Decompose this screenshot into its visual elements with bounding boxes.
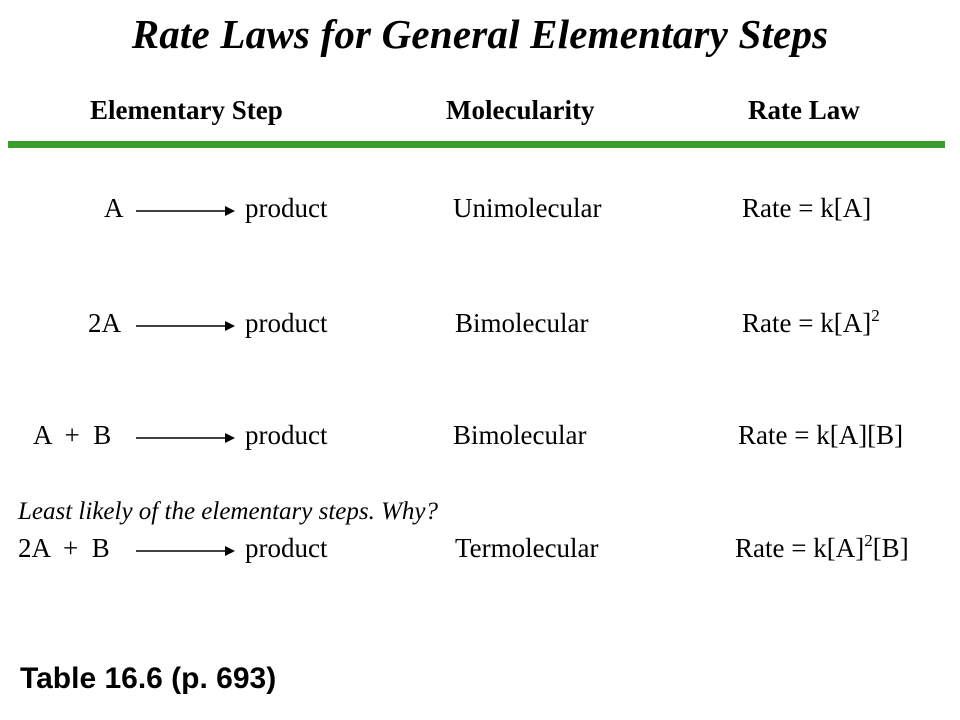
reactants: 2A + B [18, 533, 110, 563]
rate-law: Rate = k[A]2[B] [735, 531, 909, 564]
reactants: A [104, 193, 124, 223]
rate-law-text: Rate = k[A] [742, 193, 872, 223]
page-title: Rate Laws for General Elementary Steps [131, 11, 829, 57]
molecularity: Bimolecular [453, 420, 587, 450]
header-elementary-step: Elementary Step [90, 95, 283, 125]
rate-law: Rate = k[A] [742, 193, 871, 224]
rate-exponent: 2 [864, 531, 873, 550]
reactants: 2A [88, 308, 121, 338]
table-row: 2A product Bimolecular Rate = k[A]2 [0, 306, 960, 348]
reactants: A + B [33, 420, 112, 450]
rate-law-text: Rate = k[A] [742, 308, 872, 338]
reaction-arrow-icon [136, 543, 236, 559]
rate-exponent: 2 [871, 306, 880, 325]
reaction-arrow-icon [136, 318, 236, 334]
header-rate-law: Rate Law [748, 95, 860, 125]
table-caption: Table 16.6 (p. 693) [20, 662, 277, 695]
table-row: 2A + B product Termolecular Rate = k[A]2… [0, 531, 960, 573]
table-row: A product Unimolecular Rate = k[A] [0, 193, 960, 233]
product: product [245, 533, 328, 563]
reaction-arrow-icon [136, 203, 236, 219]
note-text: Least likely of the elementary steps. Wh… [18, 498, 439, 525]
header-divider [8, 141, 945, 148]
product: product [245, 308, 328, 338]
table-row: A + B product Bimolecular Rate = k[A][B] [0, 420, 960, 460]
molecularity: Unimolecular [453, 193, 602, 223]
molecularity: Bimolecular [455, 308, 589, 338]
reaction-arrow-icon [136, 430, 236, 446]
header-molecularity: Molecularity [446, 95, 595, 125]
rate-law: Rate = k[A][B] [738, 420, 903, 451]
rate-law-text: Rate = k[A] [735, 533, 865, 563]
product: product [245, 420, 328, 450]
molecularity: Termolecular [455, 533, 599, 563]
product: product [245, 193, 328, 223]
rate-law-suffix: [B] [872, 533, 909, 563]
rate-law-text: Rate = k[A][B] [738, 420, 904, 450]
rate-law: Rate = k[A]2 [742, 306, 880, 339]
